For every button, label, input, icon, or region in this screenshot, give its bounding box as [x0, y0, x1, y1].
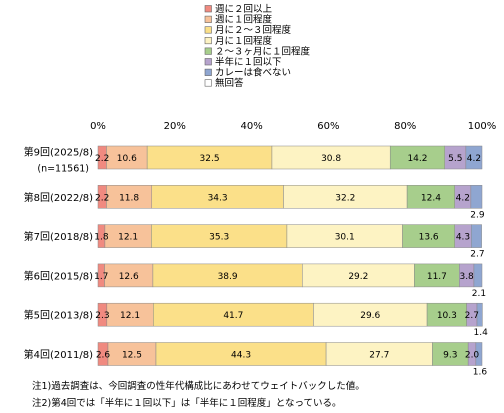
data-label: 38.9	[218, 272, 238, 282]
data-label: 12.1	[118, 233, 138, 243]
x-tick-label: 40%	[240, 121, 262, 132]
data-label: 2.1	[472, 289, 486, 299]
data-label: 2.9	[470, 210, 485, 220]
data-label: 3.8	[459, 272, 474, 282]
data-label: 13.6	[419, 233, 439, 243]
category-label: 第8回(2022/8)	[24, 191, 93, 204]
category-label: 第4回(2011/8)	[24, 348, 93, 361]
data-label: 2.7	[470, 250, 484, 260]
legend-label-2: 月に２～３回程度	[215, 24, 292, 36]
data-label: 12.5	[122, 351, 142, 361]
data-label: 2.6	[96, 351, 111, 361]
data-label: 2.7	[465, 311, 479, 321]
legend-swatch-3	[204, 36, 212, 45]
data-label: 1.6	[473, 368, 488, 378]
data-label: 30.8	[321, 154, 341, 164]
footnote-2: 注2)第4回では「半年に１回以下」は「半年に１回程度」となっている。	[32, 398, 342, 409]
data-label: 44.3	[231, 351, 251, 361]
data-label: 1.7	[94, 272, 108, 282]
bar-segment	[470, 185, 483, 209]
data-label: 5.5	[448, 154, 462, 164]
legend-label-5: 半年に１回以下	[215, 56, 282, 68]
legend-swatch-5	[204, 58, 212, 66]
legend-label-3: 月に１回程度	[215, 35, 273, 47]
data-label: 12.1	[120, 311, 140, 321]
x-tick-label: 80%	[394, 121, 416, 132]
legend-swatch-0	[204, 5, 212, 13]
data-label: 32.5	[200, 154, 220, 164]
data-label: 29.2	[348, 272, 368, 282]
data-label: 4.3	[456, 233, 470, 243]
bar-segment	[475, 342, 483, 366]
bar-segment	[470, 224, 482, 248]
x-tick-label: 60%	[317, 121, 339, 132]
bar-segment	[476, 302, 483, 327]
footnote-1: 注1)過去調査は、今回調査の性年代構成比にあわせてウェイトバックした値。	[32, 381, 365, 392]
data-label: 29.6	[360, 311, 380, 321]
data-label: 4.2	[456, 193, 470, 203]
data-label: 9.3	[443, 351, 457, 361]
data-label: 2.0	[465, 351, 480, 361]
legend: 週に２回以上週に１回程度月に２～３回程度月に１回程度２～３ヶ月に１回程度半年に１…	[204, 3, 311, 89]
data-label: 11.8	[119, 193, 139, 203]
legend-label-1: 週に１回程度	[215, 14, 273, 26]
legend-swatch-2	[204, 26, 212, 34]
data-label: 1.8	[94, 233, 109, 243]
legend-label-4: ２～３ヶ月に１回程度	[215, 45, 311, 57]
category-labels: 第9回(2025/8) (n=11561) 第8回(2022/8) 第7回(2018/…	[24, 146, 93, 362]
data-label: 11.7	[427, 272, 447, 282]
category-label: 第7回(2018/8)	[24, 230, 93, 243]
data-label: 2.3	[95, 311, 109, 321]
legend-label-0: 週に２回以上	[215, 3, 273, 15]
x-tick-label: 100%	[468, 121, 497, 132]
bar-segment	[465, 145, 483, 170]
data-label: 27.7	[369, 351, 389, 361]
data-label: 1.4	[474, 328, 489, 338]
data-label: 4.2	[467, 154, 481, 164]
data-label: 10.6	[117, 154, 137, 164]
data-label: 14.2	[407, 154, 427, 164]
legend-swatch-6	[204, 68, 212, 76]
legend-swatch-7	[204, 79, 212, 87]
legend-swatch-1	[204, 15, 212, 23]
data-label: 12.6	[119, 272, 139, 282]
data-label: 2.2	[95, 154, 109, 164]
legend-swatch-4	[204, 47, 212, 55]
bar-segment	[473, 263, 483, 288]
data-label: 32.2	[335, 193, 355, 203]
legend-label-6: カレーは食べない	[215, 67, 291, 79]
category-label: 第5回(2013/8)	[24, 309, 93, 322]
x-axis: 0% 20% 40% 60% 80% 100%	[90, 121, 496, 132]
data-label: 35.3	[209, 233, 229, 243]
x-tick-label: 20%	[164, 121, 186, 132]
data-label: 10.3	[437, 311, 457, 321]
category-label: 第9回(2025/8)	[24, 146, 93, 159]
data-label: 34.3	[208, 193, 228, 203]
data-label: 12.4	[421, 193, 441, 203]
data-label: 41.7	[223, 311, 243, 321]
category-label: 第6回(2015/8)	[24, 269, 93, 282]
data-label: 2.2	[95, 193, 109, 203]
bars: 2.2 10.6 32.5 30.8 14.2 5.5 4.2 2.2 11.8 34.3 32.2…	[94, 145, 489, 378]
legend-label-7: 無回答	[215, 77, 244, 89]
x-tick-label: 0%	[90, 121, 106, 132]
category-sublabel: (n=11561)	[37, 164, 89, 175]
data-label: 30.1	[335, 233, 355, 243]
